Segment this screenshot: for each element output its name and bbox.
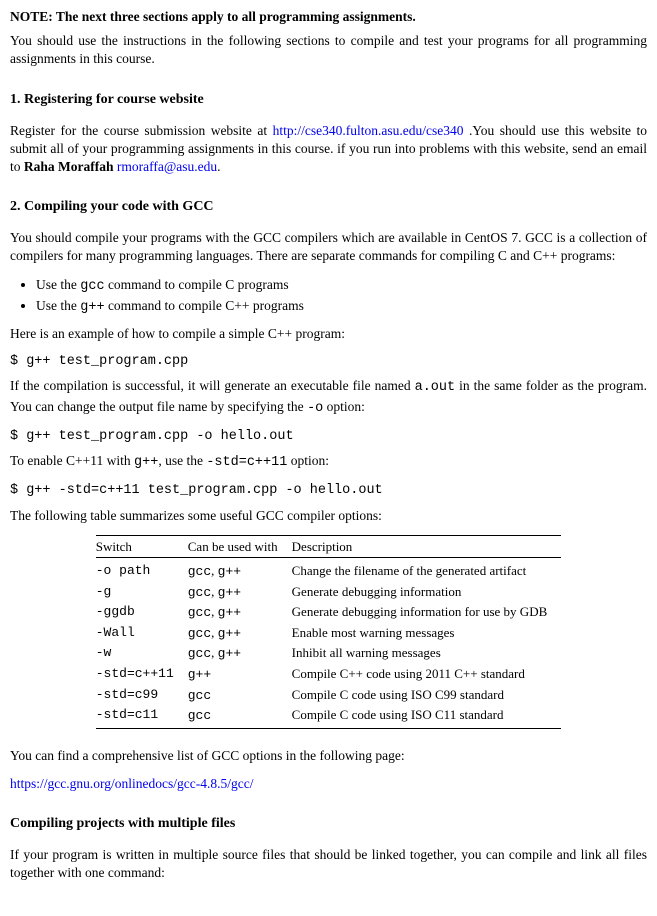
contact-email-link[interactable]: rmoraffa@asu.edu	[117, 159, 217, 174]
compilers-cell: gcc, g++	[188, 643, 292, 664]
text: .	[217, 159, 220, 174]
table-header: Switch	[96, 535, 188, 558]
switch-cell: -o path	[96, 558, 188, 582]
output-explanation: If the compilation is successful, it wil…	[10, 377, 647, 417]
compilers-cell: gcc, g++	[188, 623, 292, 644]
compilers-cell: gcc, g++	[188, 582, 292, 603]
list-item: Use the g++ command to compile C++ progr…	[36, 297, 647, 317]
gcc-docs-link[interactable]: https://gcc.gnu.org/onlinedocs/gcc-4.8.5…	[10, 776, 253, 791]
options-link-intro: You can find a comprehensive list of GCC…	[10, 747, 647, 765]
table-header: Can be used with	[188, 535, 292, 558]
command-3: $ g++ -std=c++11 test_program.cpp -o hel…	[10, 482, 647, 500]
table-row: -wgcc, g++Inhibit all warning messages	[96, 643, 562, 664]
description-cell: Compile C++ code using 2011 C++ standard	[292, 664, 562, 685]
text: option:	[287, 453, 329, 468]
switch-cell: -ggdb	[96, 602, 188, 623]
text: option:	[323, 399, 365, 414]
compilers-cell: g++	[188, 664, 292, 685]
text: Register for the course submission websi…	[10, 123, 273, 138]
description-cell: Change the filename of the generated art…	[292, 558, 562, 582]
note-paragraph: You should use the instructions in the f…	[10, 32, 647, 68]
switch-cell: -std=c99	[96, 685, 188, 706]
switch-cell: -Wall	[96, 623, 188, 644]
contact-name: Raha Moraffah	[24, 159, 114, 174]
cpp11-explanation: To enable C++11 with g++, use the -std=c…	[10, 452, 647, 472]
description-cell: Generate debugging information for use b…	[292, 602, 562, 623]
switch-cell: -std=c11	[96, 705, 188, 728]
table-intro: The following table summarizes some usef…	[10, 507, 647, 525]
section-3-paragraph: If your program is written in multiple s…	[10, 846, 647, 882]
course-website-link[interactable]: http://cse340.fulton.asu.edu/cse340	[273, 123, 464, 138]
note-heading: NOTE: The next three sections apply to a…	[10, 8, 647, 26]
code: a.out	[415, 380, 456, 395]
switch-cell: -g	[96, 582, 188, 603]
list-item: Use the gcc command to compile C program…	[36, 276, 647, 296]
description-cell: Compile C code using ISO C11 standard	[292, 705, 562, 728]
table-row: -std=c99gccCompile C code using ISO C99 …	[96, 685, 562, 706]
compilers-cell: gcc	[188, 705, 292, 728]
compiler-list: Use the gcc command to compile C program…	[10, 276, 647, 317]
text: Use the	[36, 277, 80, 292]
switch-cell: -std=c++11	[96, 664, 188, 685]
switch-cell: -w	[96, 643, 188, 664]
command-1: $ g++ test_program.cpp	[10, 353, 647, 371]
command-2: $ g++ test_program.cpp -o hello.out	[10, 428, 647, 446]
table-row: -std=c++11g++Compile C++ code using 2011…	[96, 664, 562, 685]
section-3-heading: Compiling projects with multiple files	[10, 815, 647, 834]
text: , use the	[158, 453, 206, 468]
description-cell: Inhibit all warning messages	[292, 643, 562, 664]
description-cell: Compile C code using ISO C99 standard	[292, 685, 562, 706]
description-cell: Enable most warning messages	[292, 623, 562, 644]
compilers-cell: gcc, g++	[188, 558, 292, 582]
section-2-intro: You should compile your programs with th…	[10, 229, 647, 265]
text: Use the	[36, 298, 80, 313]
compilers-cell: gcc, g++	[188, 602, 292, 623]
compilers-cell: gcc	[188, 685, 292, 706]
table-row: -ggcc, g++Generate debugging information	[96, 582, 562, 603]
section-2-heading: 2. Compiling your code with GCC	[10, 198, 647, 217]
text: command to compile C programs	[105, 277, 289, 292]
table-row: -o pathgcc, g++Change the filename of th…	[96, 558, 562, 582]
section-1-paragraph: Register for the course submission websi…	[10, 122, 647, 177]
section-1-heading: 1. Registering for course website	[10, 91, 647, 110]
code: g++	[134, 455, 158, 470]
code: gcc	[80, 279, 104, 294]
code: -o	[307, 401, 323, 416]
example-intro: Here is an example of how to compile a s…	[10, 325, 647, 343]
text: If the compilation is successful, it wil…	[10, 378, 415, 393]
table-row: -Wallgcc, g++Enable most warning message…	[96, 623, 562, 644]
code: -std=c++11	[206, 455, 287, 470]
text: command to compile C++ programs	[105, 298, 304, 313]
table-row: -std=c11gccCompile C code using ISO C11 …	[96, 705, 562, 728]
gcc-options-table: Switch Can be used with Description -o p…	[96, 535, 562, 729]
text: To enable C++11 with	[10, 453, 134, 468]
description-cell: Generate debugging information	[292, 582, 562, 603]
table-row: -ggdbgcc, g++Generate debugging informat…	[96, 602, 562, 623]
code: g++	[80, 300, 104, 315]
table-header: Description	[292, 535, 562, 558]
